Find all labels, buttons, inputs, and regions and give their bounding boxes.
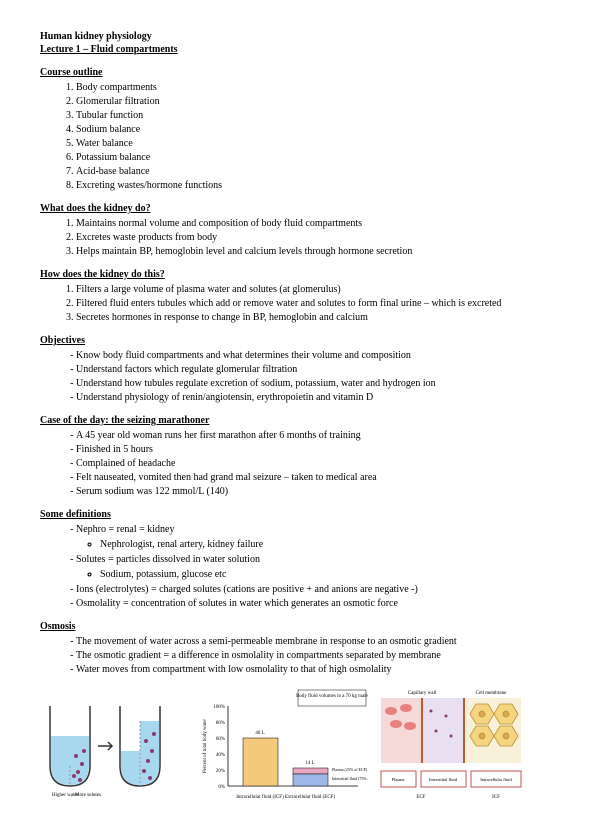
chart-title: Body fluid volumes in a 70 kg male xyxy=(296,694,368,699)
list-item: Water moves from compartment with low os… xyxy=(76,663,555,676)
svg-text:60%: 60% xyxy=(216,737,225,742)
list-item: Acid-base balance xyxy=(76,165,555,178)
list-definitions: Nephro = renal = kidney Nephrologist, re… xyxy=(40,523,555,610)
svg-text:Interstitial fluid (75% of ECF: Interstitial fluid (75% of ECF) xyxy=(332,776,368,781)
def-text: Nephro = renal = kidney xyxy=(76,524,174,535)
tube-label-solutes: More solutes xyxy=(75,793,101,798)
svg-text:Intracellular fluid: Intracellular fluid xyxy=(480,777,512,782)
list-item: Ions (electrolytes) = charged solutes (c… xyxy=(76,583,555,596)
list-subitem: Nephrologist, renal artery, kidney failu… xyxy=(100,538,555,551)
list-item: The movement of water across a semi-perm… xyxy=(76,635,555,648)
list-course-outline: Body compartments Glomerular filtration … xyxy=(40,81,555,192)
list-item: Maintains normal volume and composition … xyxy=(76,217,555,230)
list-item: Filters a large volume of plasma water a… xyxy=(76,283,555,296)
list-item: Excretes waste products from body xyxy=(76,231,555,244)
list-item: Water balance xyxy=(76,137,555,150)
svg-text:Extracellular fluid (ECF): Extracellular fluid (ECF) xyxy=(285,795,336,800)
list-item: Body compartments xyxy=(76,81,555,94)
list-osmosis: The movement of water across a semi-perm… xyxy=(40,635,555,676)
svg-text:80%: 80% xyxy=(216,721,225,726)
svg-text:ICF: ICF xyxy=(492,795,500,800)
list-item: Potassium balance xyxy=(76,151,555,164)
list-item: Understand physiology of renin/angiotens… xyxy=(76,391,555,404)
list-item: Finished in 5 hours xyxy=(76,443,555,456)
list-item: Complained of headache xyxy=(76,457,555,470)
list-item: Know body fluid compartments and what de… xyxy=(76,349,555,362)
svg-text:40%: 40% xyxy=(216,753,225,758)
heading-objectives: Objectives xyxy=(40,334,555,347)
list-item: Serum sodium was 122 mmol/L (140) xyxy=(76,485,555,498)
list-item: Secretes hormones in response to change … xyxy=(76,311,555,324)
svg-text:14 L: 14 L xyxy=(305,761,314,766)
list-kidney-how: Filters a large volume of plasma water a… xyxy=(40,283,555,324)
svg-text:100%: 100% xyxy=(213,705,225,710)
list-item: Understand how tubules regulate excretio… xyxy=(76,377,555,390)
list-item: Helps maintain BP, hemoglobin level and … xyxy=(76,245,555,258)
list-item: Osmolality = concentration of solutes in… xyxy=(76,597,555,610)
svg-text:Cell membrane: Cell membrane xyxy=(476,691,507,696)
title-line1: Human kidney physiology xyxy=(40,30,555,43)
list-item: The osmotic gradient = a difference in o… xyxy=(76,649,555,662)
tube-water xyxy=(51,736,89,785)
list-item: Understand factors which regulate glomer… xyxy=(76,363,555,376)
heading-definitions: Some definitions xyxy=(40,508,555,521)
list-item: Nephro = renal = kidney Nephrologist, re… xyxy=(76,523,555,551)
figures-row: Higher water More solutes Body fluid vol… xyxy=(40,686,555,806)
list-objectives: Know body fluid compartments and what de… xyxy=(40,349,555,404)
list-item: Tubular function xyxy=(76,109,555,122)
heading-kidney-how: How does the kidney do this? xyxy=(40,268,555,281)
heading-kidney-do: What does the kidney do? xyxy=(40,202,555,215)
list-item: A 45 year old woman runs her first marat… xyxy=(76,429,555,442)
list-subitem: Sodium, potassium, glucose etc xyxy=(100,568,555,581)
svg-text:ECF: ECF xyxy=(416,795,425,800)
title-line2: Lecture 1 – Fluid compartments xyxy=(40,43,555,56)
svg-text:Interstitial fluid: Interstitial fluid xyxy=(429,777,458,782)
list-item: Sodium balance xyxy=(76,123,555,136)
list-item: Glomerular filtration xyxy=(76,95,555,108)
body-fluid-bar-chart: Body fluid volumes in a 70 kg male 100% … xyxy=(198,686,368,806)
heading-course-outline: Course outline xyxy=(40,66,555,79)
svg-text:0%: 0% xyxy=(218,785,225,790)
list-item: Filtered fluid enters tubules which add … xyxy=(76,297,555,310)
list-item: Solutes = particles dissolved in water s… xyxy=(76,553,555,581)
def-text: Solutes = particles dissolved in water s… xyxy=(76,554,260,565)
cell-compartments-figure: Capillary wall Cell membrane Plasma Inte… xyxy=(376,686,526,806)
page-title: Human kidney physiology Lecture 1 – Flui… xyxy=(40,30,555,56)
list-kidney-do: Maintains normal volume and composition … xyxy=(40,217,555,258)
osmosis-tube-figure: Higher water More solutes xyxy=(40,686,190,806)
list-case: A 45 year old woman runs her first marat… xyxy=(40,429,555,498)
heading-osmosis: Osmosis xyxy=(40,620,555,633)
heading-case: Case of the day: the seizing marathoner xyxy=(40,414,555,427)
svg-text:Plasma: Plasma xyxy=(392,777,405,782)
arrow-icon xyxy=(98,742,112,750)
y-axis-label: Percent of total body water xyxy=(203,719,208,773)
svg-text:Capillary wall: Capillary wall xyxy=(408,691,437,696)
list-item: Felt nauseated, vomited then had grand m… xyxy=(76,471,555,484)
svg-text:40 L: 40 L xyxy=(255,731,264,736)
list-item: Excreting wastes/hormone functions xyxy=(76,179,555,192)
svg-text:Intracellular fluid (ICF): Intracellular fluid (ICF) xyxy=(236,795,284,800)
